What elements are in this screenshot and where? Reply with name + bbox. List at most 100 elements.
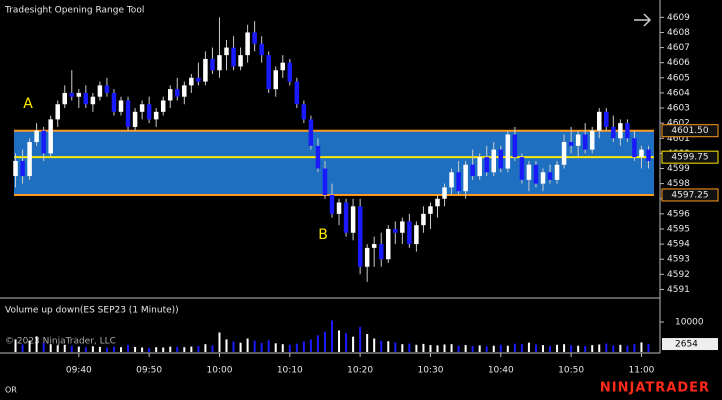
candle-body bbox=[55, 104, 60, 120]
candle-body bbox=[301, 104, 307, 120]
candle-body bbox=[97, 85, 103, 97]
volume-bar bbox=[387, 341, 390, 352]
volume-title: Volume up down(ES SEP23 (1 Minute)) bbox=[5, 306, 179, 316]
volume-bar bbox=[253, 340, 256, 352]
volume-bar bbox=[464, 345, 467, 352]
candle-body bbox=[118, 100, 124, 112]
volume-bar bbox=[401, 344, 404, 352]
volume-bar bbox=[563, 344, 566, 352]
candle-body bbox=[414, 225, 419, 245]
candle-body bbox=[582, 134, 588, 150]
volume-bar bbox=[302, 341, 305, 352]
volume-bar bbox=[394, 342, 397, 352]
volume-bar bbox=[288, 344, 291, 352]
candle-body bbox=[364, 247, 370, 267]
candle-body bbox=[252, 32, 257, 44]
volume-bar bbox=[49, 344, 52, 352]
candle-body bbox=[639, 149, 644, 158]
price-label: 4601.50 bbox=[671, 126, 708, 136]
price-label-box bbox=[661, 124, 719, 138]
candle-body bbox=[196, 77, 201, 82]
volume-bar bbox=[77, 346, 80, 352]
candle-body bbox=[182, 85, 187, 97]
candle-body bbox=[575, 134, 581, 146]
volume-bar bbox=[640, 342, 643, 352]
volume-bar bbox=[408, 343, 411, 352]
arrow-icon[interactable] bbox=[634, 13, 652, 27]
candle-body bbox=[407, 221, 412, 245]
volume-bar bbox=[267, 340, 270, 352]
price-label: 4599.75 bbox=[671, 153, 708, 163]
volume-bar bbox=[506, 345, 509, 352]
candle-body bbox=[217, 55, 222, 71]
candle-body bbox=[449, 172, 454, 188]
x-tick-label: 10:50 bbox=[558, 366, 584, 376]
volume-bar bbox=[366, 334, 369, 352]
x-tick-label: 10:00 bbox=[207, 366, 233, 376]
volume-bar bbox=[295, 343, 298, 352]
candle-body bbox=[76, 92, 82, 97]
volume-bar bbox=[527, 342, 530, 352]
volume-bar bbox=[549, 346, 552, 352]
volume-bar bbox=[485, 346, 488, 352]
x-tick-label: 10:20 bbox=[347, 366, 373, 376]
candle-body bbox=[547, 172, 553, 180]
y-tick-label: 4606 bbox=[667, 58, 690, 68]
volume-bar bbox=[225, 339, 228, 352]
x-tick-label: 09:40 bbox=[66, 366, 92, 376]
candle-body bbox=[604, 111, 609, 127]
copyright: © 2023 NinjaTrader, LLC bbox=[5, 337, 116, 347]
volume-bar bbox=[478, 345, 481, 352]
candle-body bbox=[104, 85, 110, 93]
candle-body bbox=[491, 149, 497, 173]
volume-bar bbox=[309, 339, 312, 352]
candle-body bbox=[111, 92, 117, 112]
annotation: B bbox=[318, 227, 328, 243]
volume-bar bbox=[591, 345, 594, 352]
price-label-box bbox=[661, 188, 719, 202]
volume-bar bbox=[541, 345, 544, 352]
volume-bar bbox=[155, 347, 158, 352]
y-tick-label: 4602 bbox=[667, 119, 690, 129]
volume-bar bbox=[534, 344, 537, 352]
volume-bar bbox=[584, 346, 587, 352]
y-tick-label: 4592 bbox=[667, 270, 690, 280]
volume-bar bbox=[316, 335, 319, 352]
volume-bar bbox=[619, 344, 622, 352]
volume-bar bbox=[35, 336, 38, 352]
candle-body bbox=[456, 172, 461, 192]
volume-bar bbox=[127, 345, 130, 352]
y-tick-label: 4609 bbox=[667, 13, 690, 23]
volume-bar bbox=[141, 347, 144, 352]
volume-bar bbox=[380, 340, 383, 352]
volume-bar bbox=[520, 344, 523, 352]
volume-bar bbox=[21, 344, 24, 352]
volume-bar bbox=[647, 344, 650, 352]
candle-body bbox=[125, 100, 131, 127]
candle-body bbox=[484, 157, 489, 173]
candle-body bbox=[41, 130, 46, 154]
candle-body bbox=[322, 168, 328, 195]
candle-body bbox=[245, 32, 250, 56]
candle-body bbox=[632, 138, 637, 158]
volume-bar bbox=[91, 346, 94, 352]
volume-bar bbox=[239, 342, 242, 352]
y-tick-label: 4591 bbox=[667, 285, 690, 295]
candle-body bbox=[224, 47, 229, 56]
volume-bar bbox=[626, 345, 629, 352]
volume-bar bbox=[211, 345, 214, 352]
x-tick-label: 11:00 bbox=[628, 366, 654, 376]
candle-body bbox=[329, 194, 335, 214]
footer-label: OR bbox=[5, 386, 17, 395]
candle-body bbox=[378, 244, 384, 260]
candle-body bbox=[625, 123, 630, 139]
candle-body bbox=[287, 62, 293, 82]
candle-body bbox=[386, 228, 391, 260]
x-tick-label: 09:50 bbox=[136, 366, 162, 376]
volume-bar bbox=[169, 346, 172, 352]
volume-bar bbox=[492, 345, 495, 352]
opening-range-box bbox=[14, 130, 654, 195]
candle-body bbox=[13, 160, 18, 177]
price-label: 4597.25 bbox=[671, 190, 708, 200]
y-tick-label: 4599 bbox=[667, 164, 690, 174]
